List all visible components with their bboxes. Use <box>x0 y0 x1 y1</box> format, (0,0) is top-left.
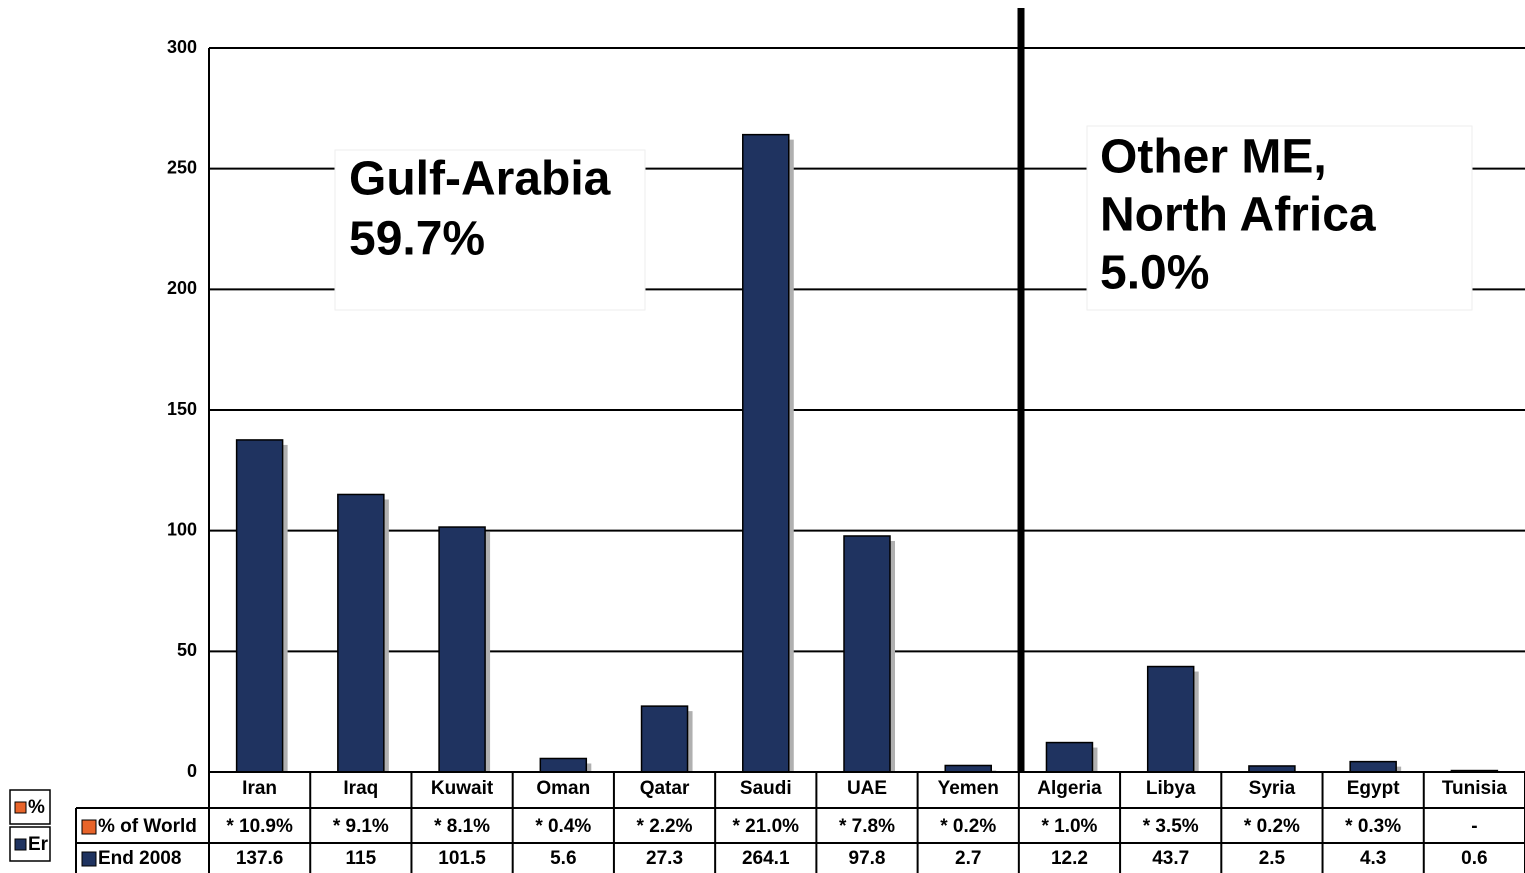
table-value: 115 <box>346 848 377 869</box>
table-value: 27.3 <box>646 848 683 869</box>
y-tick-label: 50 <box>177 640 197 660</box>
y-tick-label: 200 <box>167 278 197 298</box>
table-value: 0.6 <box>1461 848 1487 869</box>
legend-swatch <box>14 838 27 851</box>
y-tick-label: 100 <box>167 519 197 539</box>
x-tick-label: Yemen <box>938 778 999 799</box>
bar <box>640 705 689 773</box>
legend-label: % of World <box>98 816 197 837</box>
annotation-text: 59.7% <box>349 213 485 266</box>
table-value: * 1.0% <box>1041 816 1097 837</box>
table-value: 2.5 <box>1259 848 1286 869</box>
annotation-text: Gulf-Arabia <box>349 153 611 206</box>
bar <box>337 493 385 773</box>
x-tick-label: Saudi <box>740 778 792 799</box>
x-tick-label: Tunisia <box>1442 778 1508 799</box>
annotation-box <box>334 149 646 311</box>
bar <box>539 757 588 773</box>
table-value: * 21.0% <box>732 816 799 837</box>
bar <box>1349 760 1397 773</box>
annotation-text: 5.0% <box>1100 247 1209 300</box>
table-value: 5.6 <box>550 848 576 869</box>
table-value: * 8.1% <box>434 816 490 837</box>
table-value: 137.6 <box>236 848 284 869</box>
x-tick-label: Syria <box>1249 778 1296 799</box>
annotation-text: Other ME, <box>1100 131 1327 184</box>
x-tick-label: Libya <box>1146 778 1196 799</box>
table-value: 12.2 <box>1051 848 1088 869</box>
bar <box>1045 741 1094 773</box>
bar <box>843 535 891 773</box>
legend-swatch <box>81 851 97 867</box>
table-value: 101.5 <box>438 848 486 869</box>
annotation-box <box>1086 125 1473 311</box>
table-value: 4.3 <box>1360 848 1386 869</box>
table-value: 264.1 <box>742 848 790 869</box>
x-tick-label: Oman <box>536 778 590 799</box>
table-value: * 0.2% <box>1244 816 1300 837</box>
table-value: * 0.4% <box>535 816 591 837</box>
legend-label: End 2008 <box>98 848 181 869</box>
table-value: * 3.5% <box>1143 816 1199 837</box>
x-tick-label: UAE <box>847 778 887 799</box>
y-tick-label: 0 <box>187 761 197 781</box>
x-tick-label: Algeria <box>1037 778 1102 799</box>
legend-stub-label: % <box>28 797 45 818</box>
table-value: * 0.3% <box>1345 816 1401 837</box>
x-tick-label: Iraq <box>343 778 378 799</box>
x-tick-label: Egypt <box>1347 778 1400 799</box>
table-value: * 2.2% <box>637 816 693 837</box>
y-tick-label: 250 <box>167 157 197 177</box>
y-tick-label: 300 <box>167 37 197 57</box>
table-value: 43.7 <box>1152 848 1189 869</box>
x-tick-label: Kuwait <box>431 778 494 799</box>
legend-swatch <box>14 801 27 814</box>
table-value: * 9.1% <box>333 816 389 837</box>
table-value: * 7.8% <box>839 816 895 837</box>
legend-stub-label: Er <box>28 834 49 855</box>
table-value: - <box>1471 816 1477 837</box>
x-tick-label: Iran <box>242 778 277 799</box>
bar <box>742 133 790 773</box>
x-tick-label: Qatar <box>640 778 690 799</box>
bar <box>438 526 486 773</box>
annotation-text: North Africa <box>1100 189 1376 242</box>
table-value: * 10.9% <box>226 816 293 837</box>
y-tick-label: 150 <box>167 399 197 419</box>
table-value: 97.8 <box>849 848 886 869</box>
legend-swatch <box>81 819 97 835</box>
table-value: * 0.2% <box>940 816 996 837</box>
table-value: 2.7 <box>955 848 981 869</box>
bar <box>235 439 284 773</box>
bar <box>1146 665 1195 773</box>
